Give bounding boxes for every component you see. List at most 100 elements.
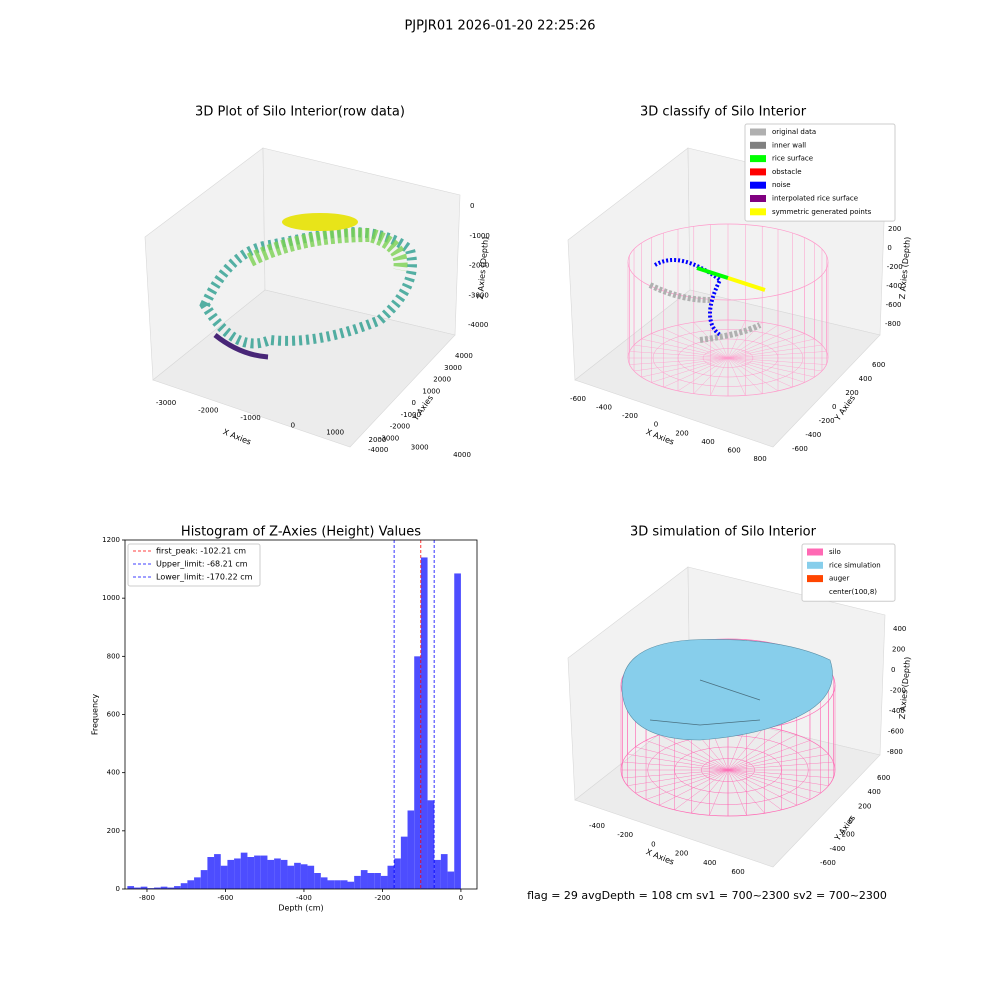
bar [274, 858, 281, 889]
x-tick-label: -600 [218, 894, 234, 902]
decor-silo [641, 338, 729, 359]
annotation: flag = 29 avgDepth = 108 cm sv1 = 700~23… [527, 889, 887, 902]
decor-silo [727, 769, 834, 779]
decor-silo [727, 746, 821, 771]
y-tick-label: -2000 [390, 423, 410, 431]
x-axis-label: X Axies [645, 427, 676, 446]
y-tick-label: -3000 [379, 434, 399, 442]
decor-silo [709, 769, 729, 816]
decor-silo [727, 769, 765, 814]
bar [347, 881, 355, 889]
legend-label: Lower_limit: -170.22 cm [156, 573, 253, 582]
decor-silo [727, 726, 765, 771]
bar [167, 887, 175, 889]
decor-silo [727, 754, 829, 771]
y-tick-label: 400 [868, 788, 881, 796]
y-tick-label: 3000 [444, 364, 462, 372]
decor-silo [635, 746, 729, 771]
decor-silo [627, 769, 729, 786]
decor-silo [635, 769, 729, 794]
decor-silo [651, 357, 729, 383]
y-axis-label: Frequency [91, 694, 100, 736]
bar [380, 875, 388, 889]
x-tick-label: 800 [753, 455, 766, 463]
x-tick-label: -800 [139, 894, 155, 902]
decor-silo [727, 357, 815, 378]
z-tick-label: 200 [892, 646, 905, 654]
legend-label: Upper_limit: -68.21 cm [156, 560, 248, 569]
legend-label: first_peak: -102.21 cm [156, 547, 246, 556]
y-tick-label: -400 [805, 431, 821, 439]
decor-silo [627, 754, 729, 771]
bar [200, 870, 208, 889]
bar [454, 573, 461, 889]
legend-label: obstacle [772, 168, 802, 176]
x-tick-label: 0 [291, 421, 295, 429]
bar [127, 886, 135, 889]
z-tick-label: -800 [885, 320, 901, 328]
y-tick-label: 0 [832, 403, 836, 411]
z-tick-label: -600 [886, 301, 902, 309]
y-tick-label: 800 [107, 652, 120, 660]
decor-points [199, 227, 417, 349]
decor-points [696, 266, 729, 280]
bar [247, 857, 255, 889]
x-tick-label: 200 [675, 429, 688, 437]
y-tick-label: 400 [859, 375, 872, 383]
legend-label: symmetric generated points [772, 208, 872, 216]
y-tick-label: 2000 [433, 376, 451, 384]
decor-silo [727, 761, 834, 771]
decor-silo [727, 769, 829, 786]
legend-swatch [807, 588, 823, 596]
z-tick-label: -800 [887, 748, 903, 756]
z-tick-label: -400 [889, 707, 905, 715]
panel-title: 3D classify of Silo Interior [640, 105, 807, 120]
decor-points [727, 276, 766, 292]
legend-box [744, 123, 896, 222]
x-tick-label: 0 [459, 894, 463, 902]
bar [420, 557, 428, 889]
y-tick-label: 200 [858, 802, 871, 810]
x-tick-label: -200 [374, 894, 390, 902]
panel-title: Histogram of Z-Axies (Height) Values [181, 525, 421, 540]
bar [447, 871, 455, 889]
x-tick-label: 600 [731, 868, 744, 876]
y-tick-label: 200 [845, 389, 858, 397]
bar [334, 880, 341, 889]
bar [214, 854, 221, 889]
decor-silo [659, 769, 729, 806]
decor-silo [674, 769, 729, 810]
y-tick-label: -200 [839, 831, 855, 839]
decor-silo [629, 351, 729, 359]
bar [240, 852, 248, 889]
z-axis-label: Z Axies (Depth) [898, 236, 912, 299]
z-tick-label: 200 [888, 225, 901, 233]
z-tick-label: -1000 [470, 232, 490, 240]
y-tick-label: 1000 [422, 387, 440, 395]
z-axis-label: Z Axies (Depth) [898, 656, 912, 719]
decor-silo [634, 344, 729, 359]
decor-silo [691, 769, 729, 814]
bar [434, 859, 441, 889]
legend-swatch [750, 155, 766, 163]
bar [294, 862, 301, 889]
decor-silo [727, 333, 805, 359]
legend-swatch [807, 548, 823, 556]
y-tick-label: 1000 [102, 594, 120, 602]
x-tick-label: 400 [703, 859, 716, 867]
decor-silo [641, 357, 729, 378]
decor-silo [727, 769, 811, 800]
legend-swatch [750, 208, 766, 216]
x-tick-label: 200 [675, 850, 688, 858]
legend-label: inner wall [772, 141, 806, 149]
decor-silo [727, 338, 815, 359]
bar [440, 854, 448, 889]
legend-swatch [807, 561, 823, 569]
y-tick-label: 600 [107, 711, 120, 719]
z-tick-label: -200 [890, 687, 906, 695]
z-tick-label: -2000 [469, 262, 489, 270]
legend-swatch [807, 575, 823, 583]
decor-silo [727, 344, 822, 359]
legend-swatch [750, 195, 766, 202]
